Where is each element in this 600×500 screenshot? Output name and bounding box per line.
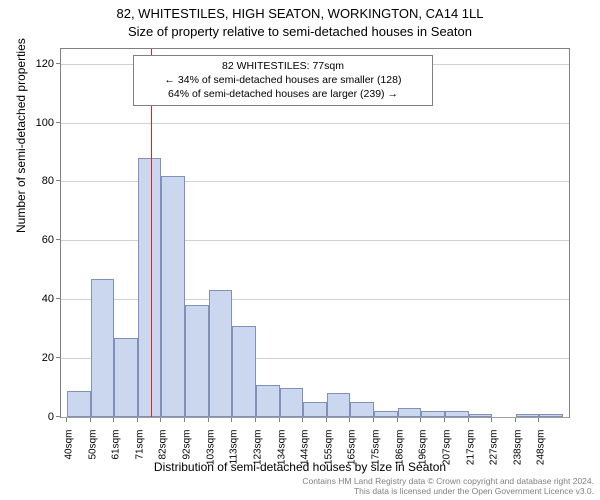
x-tick-mark (349, 418, 350, 422)
x-tick-mark (279, 418, 280, 422)
x-tick-label: 103sqm (205, 430, 216, 480)
histogram-bar (209, 290, 233, 417)
x-tick-label: 82sqm (158, 430, 169, 480)
histogram-bar (516, 414, 540, 417)
y-tick-mark (56, 63, 60, 64)
x-tick-mark (491, 418, 492, 422)
chart-title-line1: 82, WHITESTILES, HIGH SEATON, WORKINGTON… (0, 6, 600, 21)
histogram-bar (114, 338, 138, 417)
x-tick-label: 40sqm (64, 430, 75, 480)
x-tick-label: 217sqm (465, 430, 476, 480)
x-tick-label: 134sqm (276, 430, 287, 480)
annotation-line1: 82 WHITESTILES: 77sqm (140, 59, 426, 73)
x-tick-mark (113, 418, 114, 422)
histogram-bar (161, 176, 185, 417)
x-tick-label: 238sqm (512, 430, 523, 480)
x-tick-mark (326, 418, 327, 422)
x-tick-mark (444, 418, 445, 422)
histogram-bar (469, 414, 493, 417)
y-tick-label: 80 (14, 175, 54, 187)
histogram-bar (539, 414, 563, 417)
x-tick-label: 155sqm (323, 430, 334, 480)
y-tick-mark (56, 416, 60, 417)
y-tick-mark (56, 357, 60, 358)
x-tick-label: 248sqm (536, 430, 547, 480)
x-tick-label: 175sqm (371, 430, 382, 480)
histogram-bar (67, 391, 91, 417)
x-tick-label: 92sqm (182, 430, 193, 480)
x-tick-mark (231, 418, 232, 422)
y-tick-mark (56, 239, 60, 240)
y-tick-mark (56, 298, 60, 299)
annotation-box: 82 WHITESTILES: 77sqm← 34% of semi-detac… (133, 55, 433, 106)
plot-area: 82 WHITESTILES: 77sqm← 34% of semi-detac… (60, 48, 570, 418)
y-tick-mark (56, 122, 60, 123)
x-tick-label: 196sqm (418, 430, 429, 480)
x-tick-mark (184, 418, 185, 422)
x-tick-mark (420, 418, 421, 422)
histogram-bar (445, 411, 469, 417)
histogram-bar (350, 402, 374, 417)
x-tick-label: 123sqm (252, 430, 263, 480)
histogram-bar (398, 408, 422, 417)
histogram-bar (232, 326, 256, 417)
x-tick-mark (137, 418, 138, 422)
y-tick-label: 100 (14, 117, 54, 129)
x-tick-label: 144sqm (300, 430, 311, 480)
x-tick-label: 61sqm (111, 430, 122, 480)
histogram-bar (327, 393, 351, 417)
histogram-bar (138, 158, 162, 417)
chart-title-line2: Size of property relative to semi-detach… (0, 24, 600, 39)
y-tick-label: 20 (14, 352, 54, 364)
chart-figure: 82, WHITESTILES, HIGH SEATON, WORKINGTON… (0, 0, 600, 500)
x-tick-mark (397, 418, 398, 422)
x-tick-label: 186sqm (394, 430, 405, 480)
gridline (61, 123, 569, 124)
histogram-bar (91, 279, 115, 417)
x-tick-label: 227sqm (489, 430, 500, 480)
x-tick-mark (515, 418, 516, 422)
histogram-bar (303, 402, 327, 417)
y-tick-label: 0 (14, 411, 54, 423)
histogram-bar (256, 385, 280, 417)
x-tick-label: 165sqm (347, 430, 358, 480)
y-tick-label: 40 (14, 293, 54, 305)
x-tick-mark (373, 418, 374, 422)
x-tick-label: 71sqm (134, 430, 145, 480)
histogram-bar (421, 411, 445, 417)
y-tick-label: 120 (14, 58, 54, 70)
x-tick-label: 207sqm (441, 430, 452, 480)
x-tick-mark (160, 418, 161, 422)
x-tick-mark (538, 418, 539, 422)
y-tick-label: 60 (14, 234, 54, 246)
x-tick-label: 50sqm (87, 430, 98, 480)
y-tick-mark (56, 180, 60, 181)
x-tick-mark (302, 418, 303, 422)
histogram-bar (185, 305, 209, 417)
x-tick-mark (468, 418, 469, 422)
histogram-bar (374, 411, 398, 417)
x-tick-mark (208, 418, 209, 422)
x-tick-mark (66, 418, 67, 422)
x-tick-mark (255, 418, 256, 422)
annotation-line2: ← 34% of semi-detached houses are smalle… (140, 73, 426, 87)
x-tick-label: 113sqm (229, 430, 240, 480)
x-tick-mark (90, 418, 91, 422)
annotation-line3: 64% of semi-detached houses are larger (… (140, 87, 426, 101)
histogram-bar (280, 388, 304, 417)
